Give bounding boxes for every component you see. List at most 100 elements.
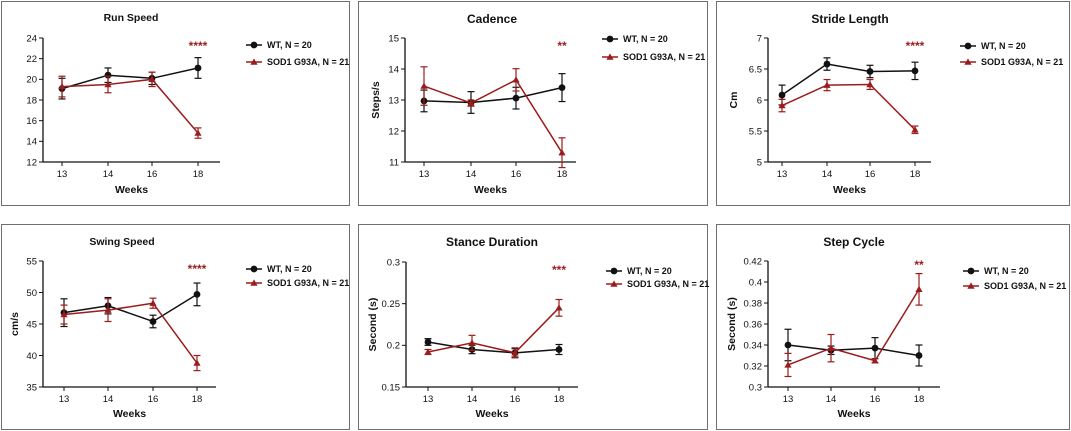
legend-marker — [610, 267, 618, 275]
data-point — [60, 310, 68, 318]
y-axis-label: Second (s) — [367, 298, 379, 352]
series-line — [63, 302, 198, 364]
x-tick-label: 18 — [192, 394, 203, 405]
legend-label: SOD1 G93A, N = 21 — [627, 279, 709, 289]
legend-marker — [610, 280, 618, 287]
data-point — [193, 290, 201, 298]
x-tick-label: 16 — [148, 394, 159, 405]
chart-svg-stride-length: Stride Length 5 5.5 6 6.5 7 13 14 16 18 Weeks Cm WT,… — [728, 12, 1063, 196]
x-axis-label: Weeks — [113, 408, 146, 420]
legend-marker — [964, 42, 972, 50]
chart-panel-stance-duration: Stance Duration 0.15 0.2 0.25 0.3 13 14 16 18 Wee… — [358, 224, 709, 430]
y-tick-label: 14 — [388, 64, 399, 75]
y-tick-label: 0.4 — [749, 277, 762, 288]
chart-panel-stride-length: Stride Length 5 5.5 6 6.5 7 13 14 16 18 Weeks Cm WT,… — [716, 1, 1070, 206]
data-point — [193, 359, 201, 366]
legend-label: SOD1 G93A, N = 21 — [623, 52, 705, 62]
data-point — [866, 68, 874, 75]
x-tick-label: 18 — [557, 169, 568, 180]
x-tick-label: 16 — [865, 169, 876, 180]
legend-marker — [606, 35, 614, 43]
series-line — [781, 63, 916, 96]
series-wt — [420, 73, 566, 114]
y-tick-label: 40 — [26, 351, 37, 362]
y-tick-label: 7 — [757, 33, 762, 44]
data-point — [149, 299, 157, 306]
x-axis-label: Weeks — [475, 408, 508, 420]
legend-label: WT, N = 20 — [981, 41, 1026, 51]
legend-marker — [250, 265, 258, 273]
y-tick-label: 14 — [26, 137, 37, 148]
significance-label: **** — [188, 262, 207, 276]
y-tick-label: 6.5 — [749, 64, 762, 75]
y-tick-label: 12 — [388, 126, 399, 137]
data-point — [823, 60, 831, 68]
x-tick-label: 14 — [822, 169, 833, 180]
data-point — [555, 346, 563, 353]
legend-marker — [964, 58, 972, 65]
data-point — [558, 84, 566, 91]
y-tick-label: 0.25 — [382, 299, 401, 310]
chart-title: Run Speed — [104, 12, 159, 24]
legend-label: SOD1 G93A, N = 21 — [267, 57, 349, 67]
data-point — [915, 352, 923, 359]
x-tick-label: 18 — [910, 169, 921, 180]
legend-label: WT, N = 20 — [267, 40, 312, 50]
series-wt — [778, 57, 919, 106]
y-axis-label: cm/s — [9, 312, 21, 336]
series-line — [427, 307, 560, 354]
data-point — [424, 348, 432, 355]
y-tick-label: 6 — [757, 95, 762, 106]
data-point — [866, 80, 874, 88]
x-tick-label: 18 — [914, 394, 925, 405]
x-tick-label: 13 — [777, 169, 788, 180]
data-point — [558, 149, 566, 156]
series-wt — [784, 328, 923, 367]
data-point — [911, 67, 919, 75]
y-tick-label: 24 — [26, 33, 37, 44]
significance-label: ** — [914, 258, 924, 272]
data-point — [915, 285, 923, 293]
legend-label: WT, N = 20 — [627, 266, 672, 276]
y-tick-label: 0.2 — [387, 341, 400, 352]
data-point — [778, 91, 786, 99]
data-point — [911, 126, 919, 133]
chart-panel-run-speed: Run Speed 12 14 16 18 20 22 24 13 14 16 18 Weeks WT, … — [1, 1, 350, 206]
data-point — [827, 344, 835, 351]
legend-label: WT, N = 20 — [984, 266, 1029, 276]
y-tick-label: 5.5 — [749, 126, 762, 137]
data-point — [194, 129, 202, 136]
chart-svg-stance-duration: Stance Duration 0.15 0.2 0.25 0.3 13 14 16 18 Wee… — [367, 235, 709, 420]
data-point — [58, 82, 66, 90]
data-point — [512, 76, 520, 83]
x-tick-label: 13 — [419, 169, 430, 180]
y-tick-label: 50 — [26, 288, 37, 299]
series-line — [781, 83, 916, 131]
y-tick-label: 0.15 — [382, 382, 401, 393]
x-tick-label: 16 — [510, 394, 521, 405]
y-tick-label: 15 — [388, 33, 399, 44]
y-tick-label: 22 — [26, 54, 37, 65]
data-point — [871, 344, 879, 352]
legend-marker — [606, 53, 614, 60]
series-line — [787, 344, 920, 357]
data-point — [420, 82, 428, 89]
significance-label: **** — [906, 39, 925, 53]
legend-label: SOD1 G93A, N = 21 — [981, 57, 1063, 67]
data-point — [823, 81, 831, 88]
significance-label: ** — [557, 39, 567, 53]
data-point — [512, 94, 520, 102]
x-axis-label: Weeks — [837, 408, 870, 420]
series-line — [61, 67, 199, 90]
y-tick-label: 0.36 — [744, 319, 763, 330]
data-point — [871, 357, 879, 364]
chart-svg-run-speed: Run Speed 12 14 16 18 20 22 24 13 14 16 18 Weeks WT, … — [26, 12, 349, 196]
data-point — [468, 339, 476, 346]
x-tick-label: 13 — [423, 394, 434, 405]
chart-svg-swing-speed: Swing Speed 35 40 45 50 55 13 14 16 18 Weeks cm/s WT… — [9, 236, 349, 420]
significance-label: *** — [552, 263, 566, 277]
x-tick-label: 14 — [826, 394, 837, 405]
series-line — [423, 78, 563, 154]
legend-label: SOD1 G93A, N = 21 — [267, 278, 349, 288]
chart-panel-swing-speed: Swing Speed 35 40 45 50 55 13 14 16 18 Weeks cm/s WT… — [1, 224, 350, 430]
